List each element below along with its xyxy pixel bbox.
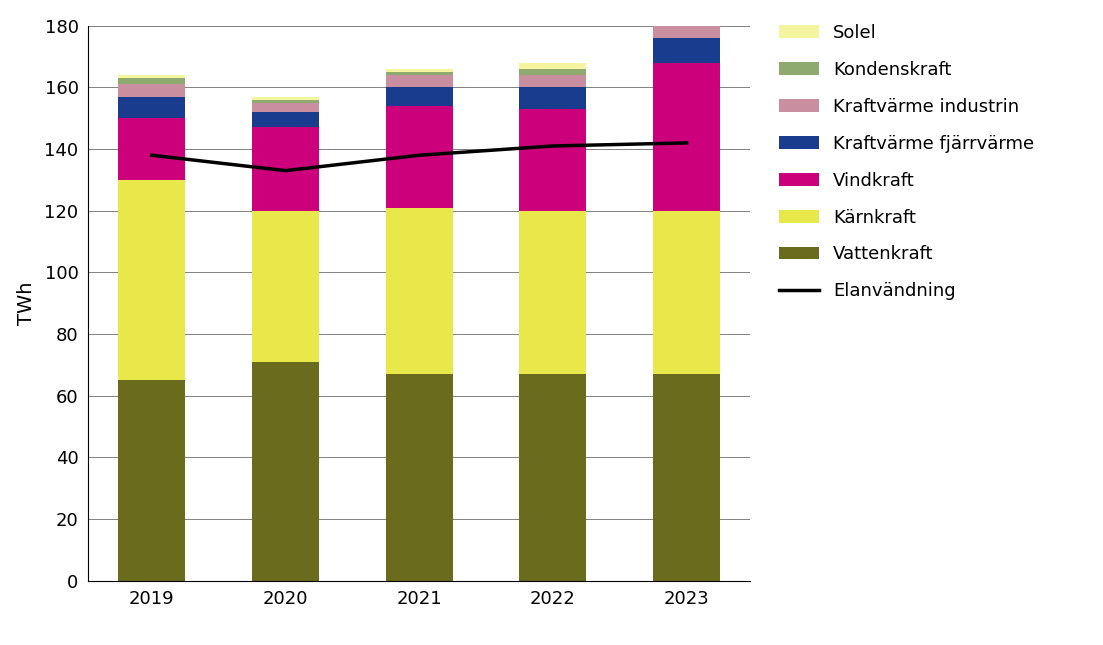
- Bar: [118, 97, 185, 118]
- Bar: [251, 211, 319, 362]
- Bar: [386, 88, 452, 106]
- Bar: [386, 374, 452, 580]
- Bar: [653, 63, 720, 211]
- Bar: [520, 88, 587, 109]
- Bar: [118, 78, 185, 84]
- Bar: [386, 72, 452, 75]
- Bar: [251, 103, 319, 112]
- Bar: [386, 69, 452, 72]
- Bar: [251, 100, 319, 103]
- Bar: [653, 19, 720, 23]
- Bar: [386, 208, 452, 374]
- Bar: [251, 128, 319, 211]
- Bar: [118, 380, 185, 580]
- Bar: [386, 75, 452, 88]
- Bar: [118, 118, 185, 180]
- Bar: [118, 180, 185, 380]
- Bar: [251, 362, 319, 580]
- Bar: [653, 26, 720, 38]
- Bar: [118, 75, 185, 78]
- Bar: [653, 38, 720, 63]
- Bar: [251, 112, 319, 128]
- Bar: [251, 97, 319, 100]
- Bar: [520, 211, 587, 374]
- Bar: [520, 109, 587, 211]
- Bar: [520, 75, 587, 88]
- Bar: [653, 374, 720, 580]
- Bar: [520, 63, 587, 69]
- Bar: [118, 84, 185, 97]
- Legend: Solel, Kondenskraft, Kraftvärme industrin, Kraftvärme fjärrvärme, Vindkraft, Kär: Solel, Kondenskraft, Kraftvärme industri…: [779, 24, 1035, 301]
- Y-axis label: TWh: TWh: [17, 281, 36, 325]
- Bar: [653, 211, 720, 374]
- Bar: [520, 69, 587, 75]
- Bar: [386, 106, 452, 208]
- Bar: [653, 23, 720, 26]
- Bar: [520, 374, 587, 580]
